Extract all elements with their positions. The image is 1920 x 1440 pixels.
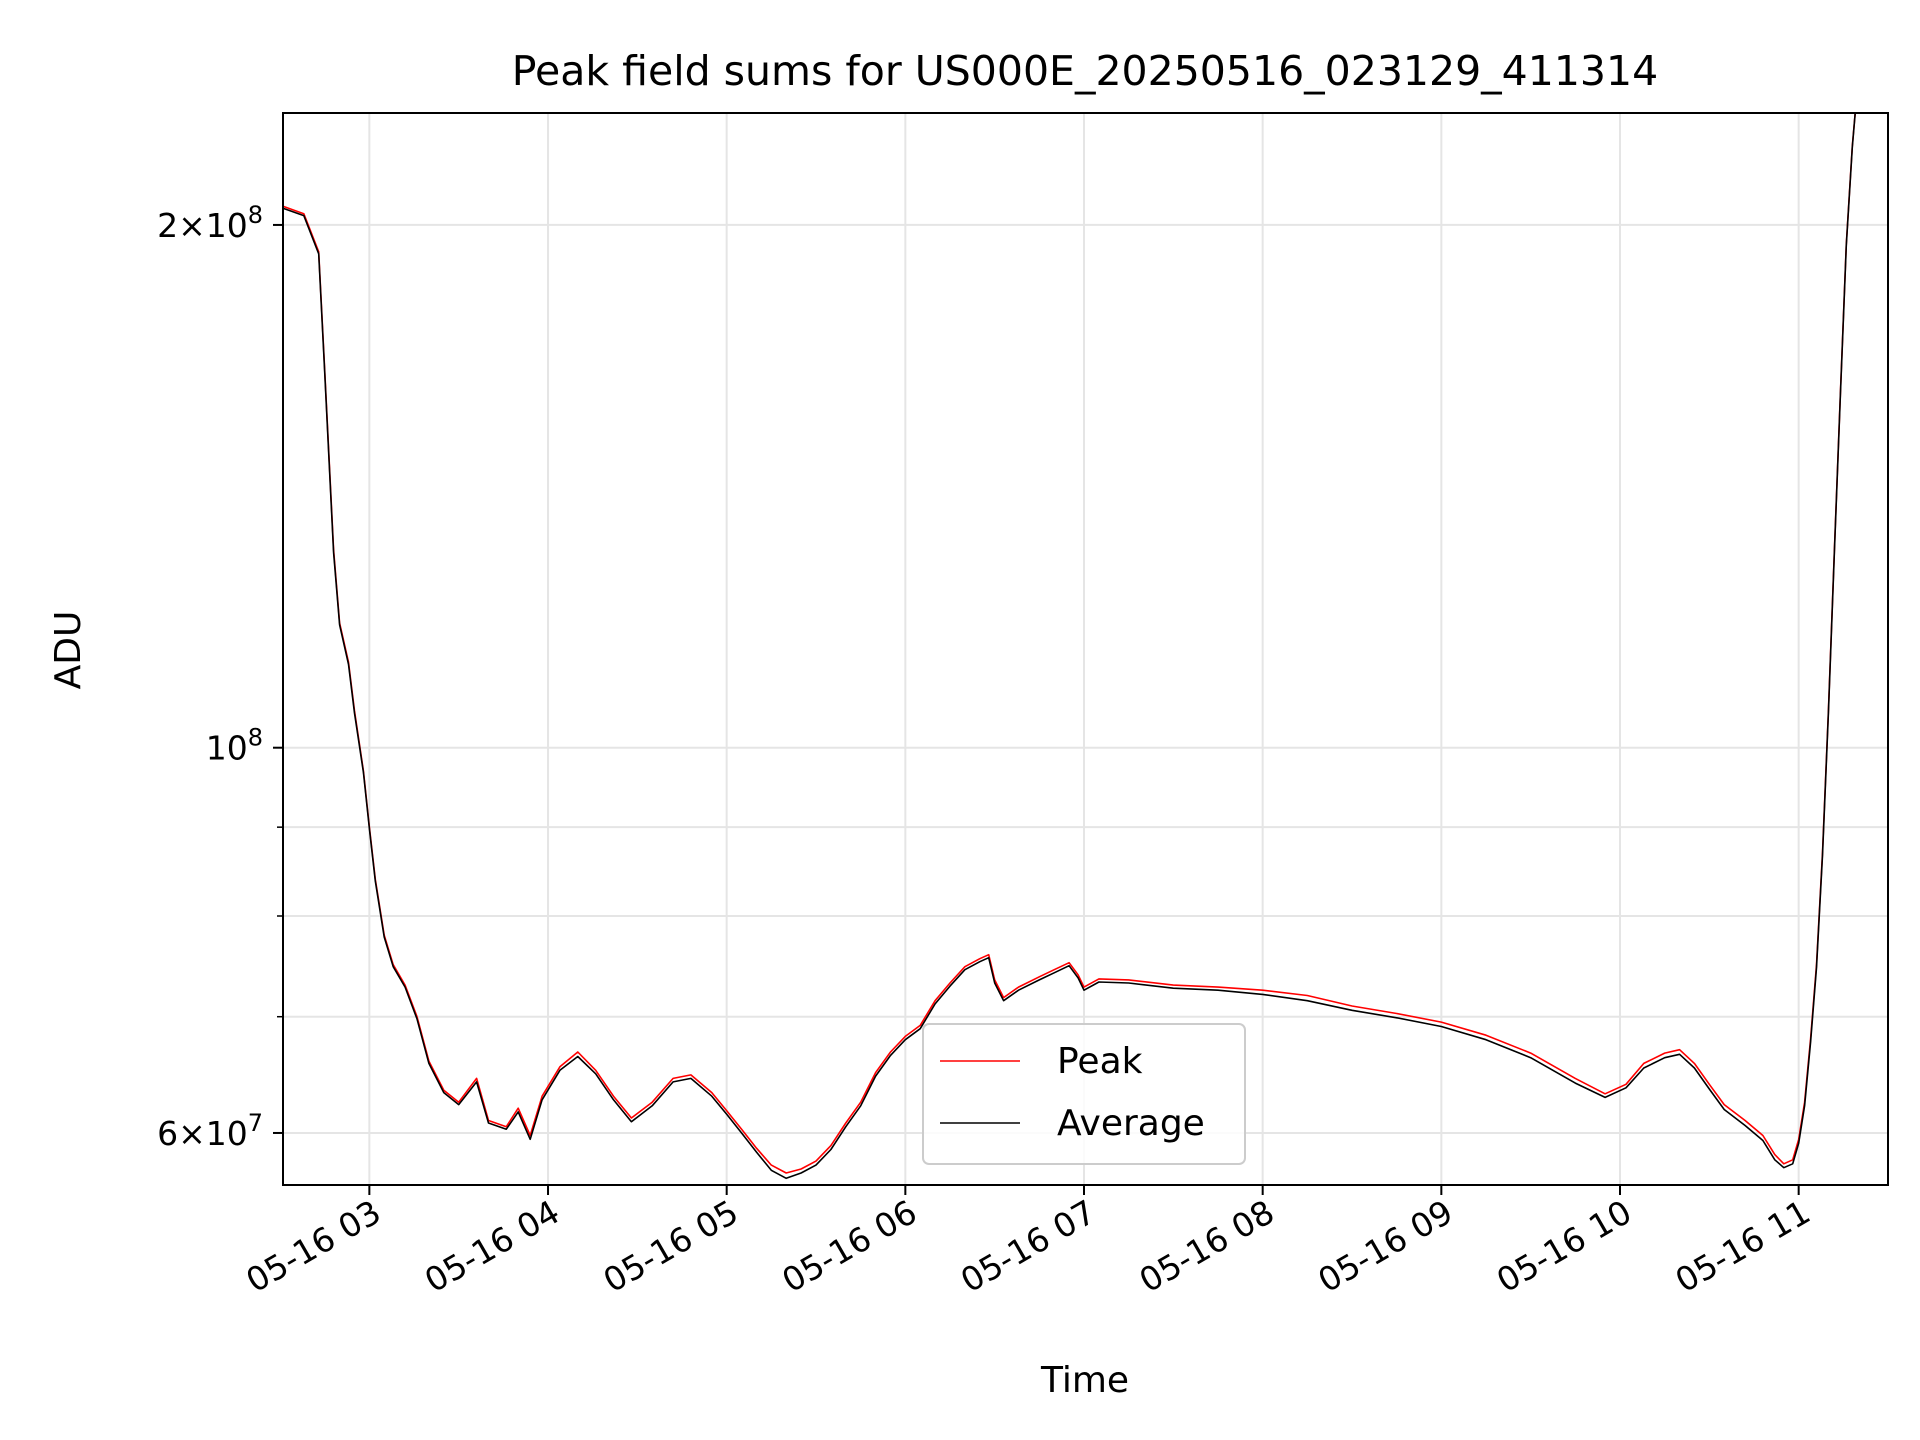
plot-frame	[282, 112, 1889, 1186]
x-axis-label: Time	[1040, 1360, 1129, 1401]
y-tick-label: 2×108	[157, 201, 263, 245]
legend-label-peak: Peak	[1057, 1041, 1143, 1082]
average-series-line	[282, 112, 1856, 1180]
y-axis-label: ADU	[48, 611, 89, 690]
series-lines	[282, 112, 1856, 1180]
legend-box	[922, 1023, 1246, 1165]
y-tick-label: 108	[206, 724, 263, 768]
legend-label-average: Average	[1057, 1103, 1205, 1144]
y-tick-label: 6×107	[157, 1109, 263, 1153]
peak-series-line	[282, 112, 1856, 1174]
legend: Peak Average	[922, 1023, 1246, 1165]
chart-title: Peak field sums for US000E_20250516_0231…	[512, 47, 1658, 95]
